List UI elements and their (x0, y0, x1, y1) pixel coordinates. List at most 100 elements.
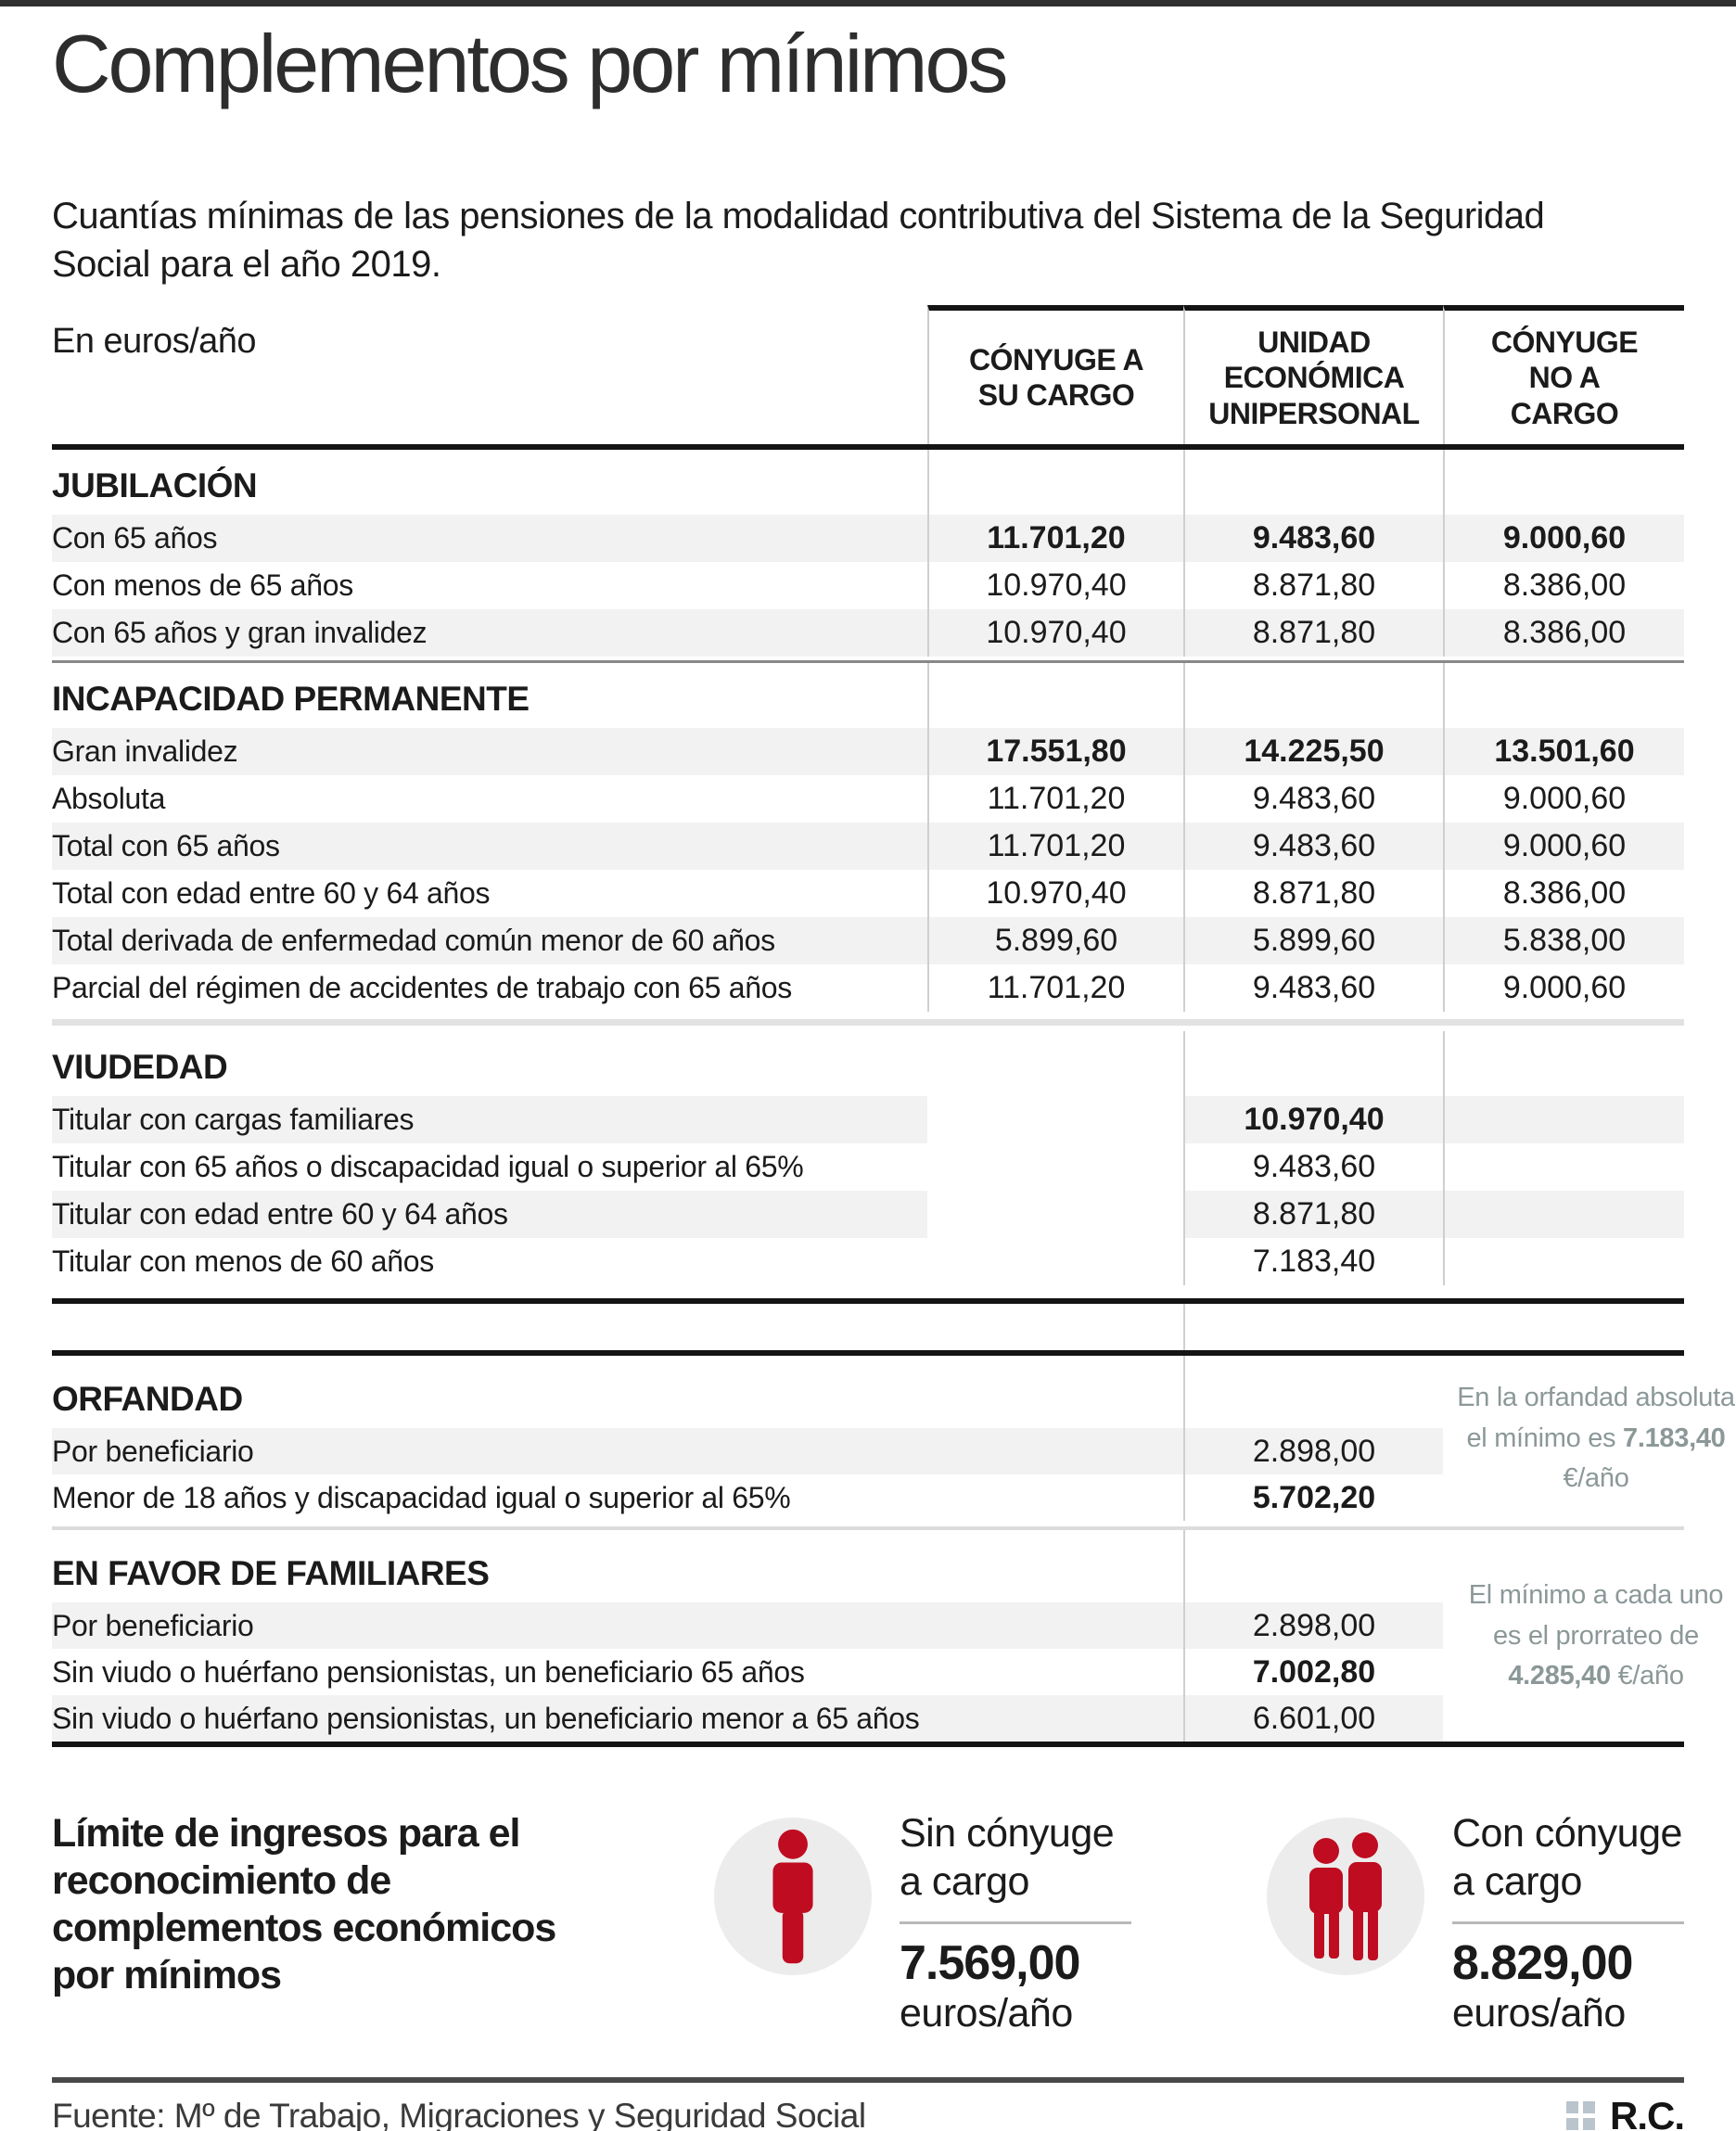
subtitle-line2: Social para el año 2019. (52, 244, 441, 286)
table-row: Titular con 65 años o discapacidad igual… (52, 1143, 1684, 1192)
empty-cell (927, 1143, 1183, 1191)
section-header-viudedad: VIUDEDAD (52, 1031, 1684, 1097)
agency-initials: R.C. (1610, 2093, 1685, 2131)
empty-cell (1443, 450, 1684, 516)
value-cell: 10.970,40 (927, 609, 1183, 657)
empty-cell (1183, 1530, 1443, 1603)
table2-top-rule (52, 1350, 1684, 1357)
value-cell: 9.483,60 (1183, 823, 1443, 871)
empty-cell (1443, 1096, 1684, 1144)
empty-cell (927, 1031, 1183, 1096)
stat-label: Sin cónyuge a cargo (900, 1810, 1131, 1906)
row-label: Total con 65 años (52, 823, 927, 871)
table-row: Total con edad entre 60 y 64 años 10.970… (52, 870, 1684, 918)
row-label: Por beneficiario (52, 1428, 1183, 1475)
note-value: 4.285,40 (1508, 1661, 1611, 1691)
value-cell: 7.183,40 (1183, 1238, 1443, 1286)
stat-label-line: a cargo (1452, 1858, 1582, 1904)
section-en-favor-de-familiares: EN FAVOR DE FAMILIARES El mínimo a cada … (52, 1530, 1736, 1742)
empty-cell (927, 1191, 1183, 1239)
value-cell: 7.002,80 (1183, 1649, 1443, 1696)
value-cell: 5.702,20 (1183, 1474, 1443, 1522)
value-cell: 9.000,60 (1443, 515, 1684, 563)
heading-line: complementos económicos (52, 1905, 556, 1950)
row-label: Con menos de 65 años (52, 568, 353, 603)
table-row: Absoluta 11.701,20 9.483,60 9.000,60 (52, 775, 1684, 823)
row-label: Por beneficiario (52, 1602, 1183, 1650)
value-cell: 8.871,80 (1183, 562, 1443, 610)
empty-cell (1183, 1031, 1443, 1097)
note-text: El mínimo a cada uno es el prorrateo de (1468, 1580, 1724, 1651)
value-cell: 10.970,40 (927, 870, 1183, 918)
income-limit-heading: Límite de ingresos para el reconocimient… (52, 1810, 597, 1998)
value-cell: 9.483,60 (1183, 515, 1443, 563)
footer: Fuente: Mº de Trabajo, Migraciones y Seg… (52, 2076, 1685, 2131)
table-row: Total derivada de enfermedad común menor… (52, 917, 1684, 965)
stat-label-line: a cargo (900, 1858, 1029, 1904)
column-header-unidad-economica: UNIDAD ECONÓMICA UNIPERSONAL (1183, 305, 1443, 445)
row-label: Titular con menos de 60 años (52, 1244, 434, 1279)
value-cell: 9.483,60 (1183, 775, 1443, 823)
row-label: Menor de 18 años y discapacidad igual o … (52, 1480, 791, 1514)
subtitle: Cuantías mínimas de las pensiones de la … (52, 192, 1684, 288)
heading-line: Límite de ingresos para el (52, 1811, 521, 1857)
stat-unit: euros/año (900, 1990, 1073, 2035)
empty-cell (927, 450, 1183, 516)
value-cell: 8.386,00 (1443, 609, 1684, 657)
table-row: Gran invalidez 17.551,80 14.225,50 13.50… (52, 728, 1684, 776)
section-title: JUBILACIÓN (52, 466, 258, 505)
agency-credit: R.C. (1566, 2093, 1685, 2131)
row-label: Con 65 años (52, 515, 927, 563)
empty-cell (1443, 1191, 1684, 1239)
source-credit: Fuente: Mº de Trabajo, Migraciones y Seg… (52, 2096, 866, 2131)
value-cell: 5.899,60 (1183, 917, 1443, 965)
empty-cell (1183, 450, 1443, 516)
column-header-conyuge-a-su-cargo: CÓNYUGE A SU CARGO (927, 305, 1183, 445)
value-cell: 11.701,20 (927, 515, 1183, 563)
page-title: Complementos por mínimos (52, 18, 1008, 109)
units-label: En euros/año (52, 322, 257, 362)
value-cell: 9.000,60 (1443, 823, 1684, 871)
note-text: €/año (1610, 1661, 1684, 1691)
table-bottom-rule (52, 1298, 1684, 1305)
value-cell: 14.225,50 (1183, 728, 1443, 776)
note-value: 7.183,40 (1623, 1423, 1726, 1453)
heading-line: reconocimiento de (52, 1858, 391, 1904)
stat-label-line: Sin cónyuge (900, 1811, 1115, 1857)
value-cell: 9.000,60 (1443, 775, 1684, 823)
stat-value: 8.829,00 (1452, 1935, 1633, 1990)
stat-label: Con cónyuge a cargo (1452, 1810, 1684, 1906)
value-cell: 11.701,20 (927, 823, 1183, 871)
empty-cell (1183, 663, 1443, 729)
value-cell: 8.871,80 (1183, 1191, 1443, 1239)
empty-cell (927, 663, 1183, 729)
stat-unit: euros/año (1452, 1990, 1626, 2035)
row-label: Total derivada de enfermedad común menor… (52, 917, 927, 965)
empty-cell (1443, 1143, 1684, 1192)
stat-divider (900, 1920, 1131, 1924)
empty-cell (1443, 1238, 1684, 1286)
value-cell: 9.483,60 (1183, 1143, 1443, 1192)
value-cell: 9.000,60 (1443, 964, 1684, 1013)
row-label: Titular con edad entre 60 y 64 años (52, 1191, 927, 1239)
empty-cell (1183, 1356, 1443, 1429)
table-row: Total con 65 años 11.701,20 9.483,60 9.0… (52, 823, 1684, 871)
value-cell: 5.899,60 (927, 917, 1183, 965)
section-orfandad: ORFANDAD En la orfandad absoluta el míni… (52, 1356, 1736, 1522)
empty-cell (1443, 1031, 1684, 1097)
table-row: Titular con menos de 60 años 7.183,40 (52, 1238, 1684, 1286)
stat-label-line: Con cónyuge (1452, 1811, 1682, 1857)
table-row: Parcial del régimen de accidentes de tra… (52, 964, 1684, 1013)
row-label: Sin viudo o huérfano pensionistas, un be… (52, 1654, 805, 1689)
value-cell: 8.871,80 (1183, 609, 1443, 657)
colon-squares-icon (1566, 2101, 1595, 2131)
value-cell: 10.970,40 (1183, 1096, 1443, 1144)
value-cell: 10.970,40 (927, 562, 1183, 610)
section-header-jubilacion: JUBILACIÓN (52, 450, 1684, 516)
row-label: Con 65 años y gran invalidez (52, 609, 927, 657)
value-cell: 8.386,00 (1443, 870, 1684, 918)
empty-cell (1443, 663, 1684, 729)
subtitle-line1: Cuantías mínimas de las pensiones de la … (52, 196, 1545, 237)
value-cell: 8.871,80 (1183, 870, 1443, 918)
